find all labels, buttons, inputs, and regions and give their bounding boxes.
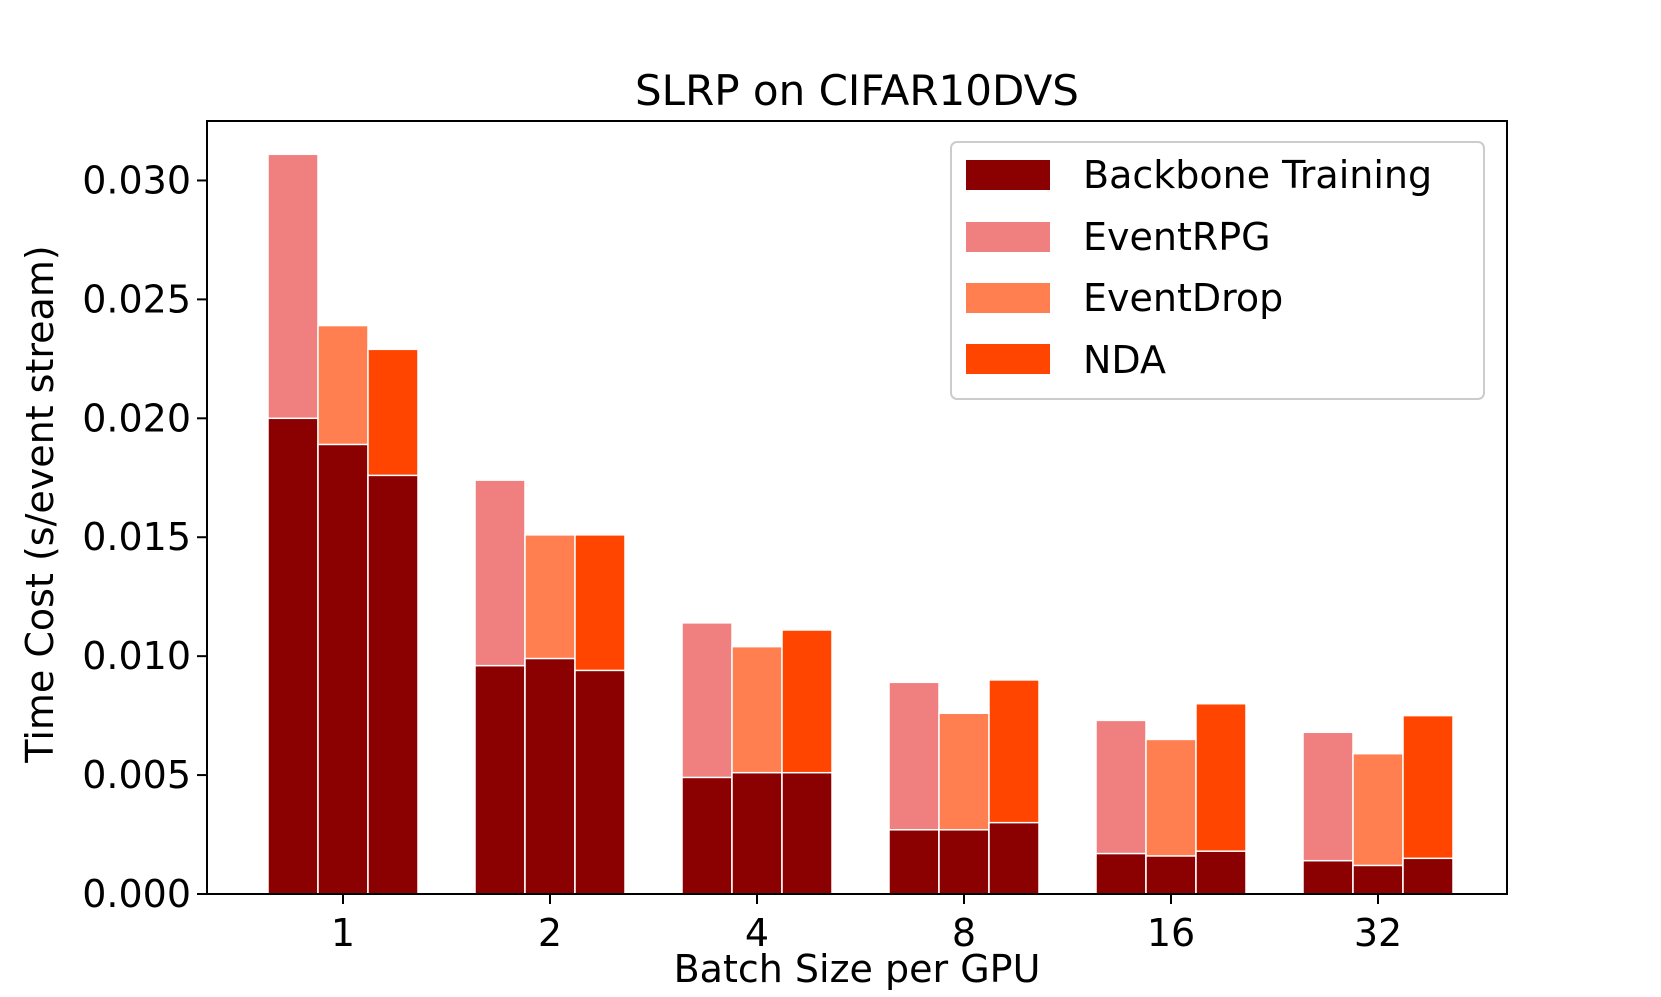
bar-backbone-nda-batch-1	[367, 474, 419, 895]
bar-backbone-eventdrop-batch-32	[1352, 864, 1404, 895]
bar-backbone-eventrpg-batch-2	[474, 664, 526, 895]
bar-backbone-eventdrop-batch-16	[1145, 855, 1197, 895]
y-tick-label: 0.000	[82, 872, 191, 916]
x-tick-label: 32	[1354, 911, 1402, 955]
x-axis-label: Batch Size per GPU	[674, 947, 1041, 991]
bar-backbone-eventdrop-batch-2	[524, 657, 576, 895]
y-axis-label: Time Cost (s/event stream)	[18, 245, 62, 763]
x-tick-label: 8	[952, 911, 976, 955]
bar-backbone-eventdrop-batch-1	[317, 443, 369, 895]
y-tick-label: 0.010	[82, 634, 191, 678]
bar-backbone-nda-batch-8	[988, 821, 1040, 895]
bar-backbone-eventrpg-batch-32	[1302, 859, 1354, 895]
y-tick-label: 0.015	[82, 515, 191, 559]
legend-frame	[950, 141, 1485, 400]
chart-title: SLRP on CIFAR10DVS	[635, 66, 1079, 115]
y-tick-label: 0.005	[82, 753, 191, 797]
y-tick-label: 0.030	[82, 158, 191, 202]
y-tick-label: 0.025	[82, 277, 191, 321]
x-axis-ticks: 1 2 4 8 16 32	[331, 894, 1402, 955]
legend-swatch-nda	[966, 344, 1050, 374]
plot-frame	[206, 120, 1508, 895]
legend-label-nda: NDA	[1083, 338, 1166, 382]
bar-backbone-nda-batch-32	[1402, 857, 1454, 895]
bar-backbone-nda-batch-2	[574, 669, 626, 895]
legend-label-eventdrop: EventDrop	[1083, 276, 1283, 320]
bar-backbone-eventrpg-batch-16	[1095, 852, 1147, 895]
bar-backbone-eventrpg-batch-1	[267, 417, 319, 895]
bar-backbone-eventrpg-batch-8	[888, 829, 940, 895]
bar-backbone-eventdrop-batch-4	[731, 771, 783, 895]
legend-label-backbone-training: Backbone Training	[1083, 153, 1432, 197]
legend-swatch-backbone-training	[966, 160, 1050, 190]
bar-backbone-eventdrop-batch-8	[938, 829, 990, 895]
y-axis-ticks: 0.000 0.005 0.010 0.015 0.020 0.025 0.030	[82, 158, 207, 916]
bar-backbone-eventrpg-batch-4	[681, 776, 733, 895]
y-tick-label: 0.020	[82, 396, 191, 440]
legend: Backbone Training EventRPG EventDrop NDA	[950, 141, 1485, 400]
legend-swatch-eventrpg	[966, 222, 1050, 252]
bars	[267, 153, 1454, 895]
x-tick-label: 16	[1147, 911, 1195, 955]
legend-label-eventrpg: EventRPG	[1083, 215, 1271, 259]
x-tick-label: 1	[331, 911, 355, 955]
x-tick-label: 2	[538, 911, 562, 955]
bar-backbone-nda-batch-16	[1195, 850, 1247, 895]
bar-backbone-nda-batch-4	[781, 771, 833, 895]
x-tick-label: 4	[745, 911, 769, 955]
legend-swatch-eventdrop	[966, 283, 1050, 313]
